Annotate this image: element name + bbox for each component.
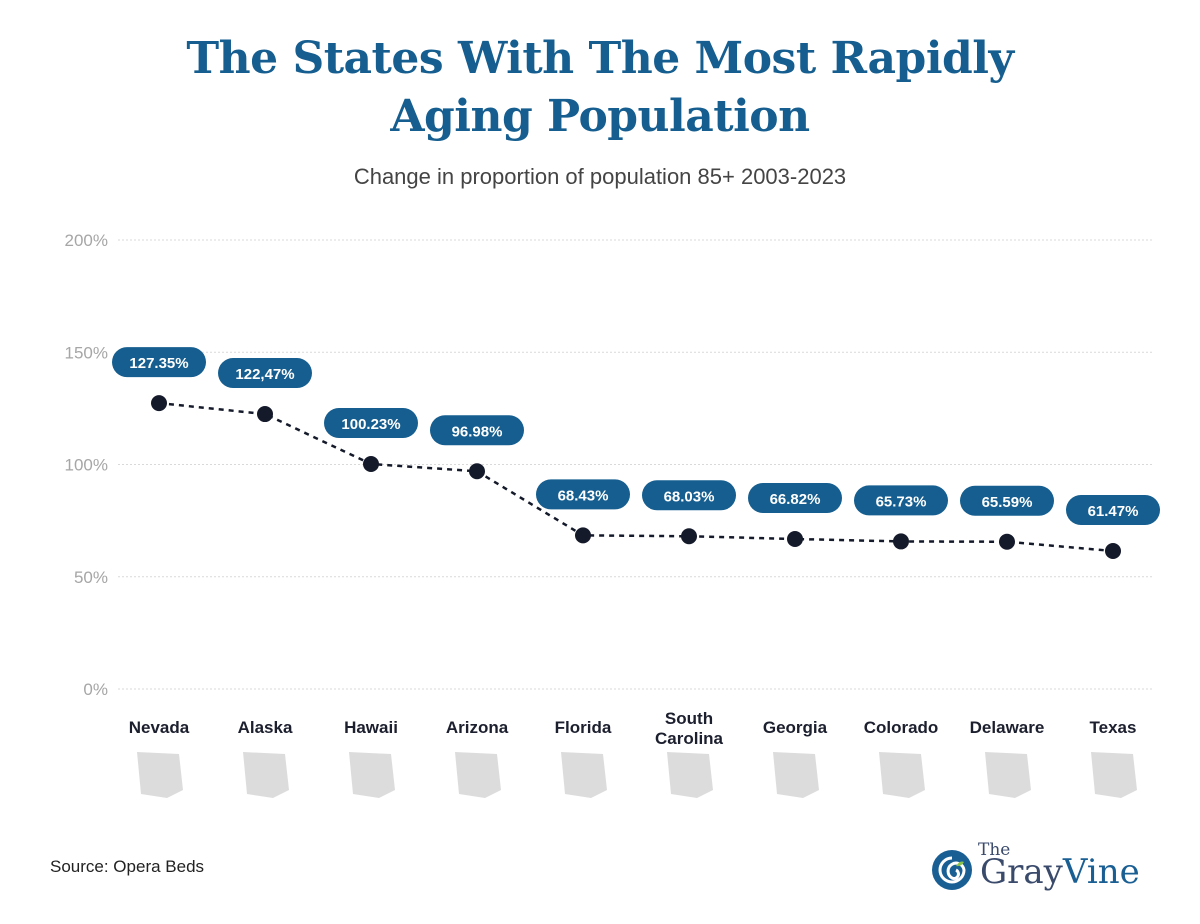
state-shape-icon <box>561 752 607 798</box>
logo-name: GrayVine <box>980 852 1140 892</box>
state-shape-icon <box>137 752 183 798</box>
data-label-bubble <box>642 480 736 511</box>
data-point <box>575 527 591 544</box>
data-label-bubble <box>748 482 842 513</box>
logo-vine-text: Vine <box>1062 852 1140 892</box>
data-label-bubble <box>430 415 524 446</box>
data-point <box>893 533 909 550</box>
state-shape-icon <box>985 752 1031 798</box>
state-shape-icon <box>773 752 819 798</box>
data-label: 122,47% <box>235 366 294 383</box>
source-note: Source: Opera Beds <box>50 857 205 876</box>
state-shape-icon <box>879 752 925 798</box>
data-label: 127.35% <box>129 355 188 372</box>
x-tick-label: Texas <box>1090 718 1137 737</box>
spiral-logo-icon <box>932 850 972 890</box>
data-label-bubble <box>112 347 206 378</box>
chart-subtitle: Change in proportion of population 85+ 2… <box>353 164 847 189</box>
y-tick-label: 150% <box>65 343 108 362</box>
y-tick-label: 0% <box>83 680 108 699</box>
series-line <box>158 401 1114 553</box>
data-point <box>999 533 1015 550</box>
state-shape-icon <box>667 752 713 798</box>
data-label: 61.47% <box>1088 503 1139 520</box>
x-tick-label: Nevada <box>129 718 190 737</box>
data-label-bubble <box>1066 494 1160 525</box>
data-point <box>469 463 485 480</box>
title-line-1: The States With The Most Rapidly <box>186 33 1014 84</box>
data-label: 65.59% <box>982 494 1033 511</box>
state-shape-icon <box>243 752 289 798</box>
title-line-2: Aging Population <box>390 91 810 142</box>
chart-title: The States With The Most Rapidly Aging P… <box>0 30 1200 146</box>
data-label: 65.73% <box>876 493 927 510</box>
data-point <box>681 528 697 545</box>
state-shape-icon <box>455 752 501 798</box>
data-point <box>363 455 379 472</box>
data-label: 66.82% <box>770 491 821 508</box>
data-label: 68.03% <box>664 488 715 505</box>
data-label-bubble <box>960 485 1054 516</box>
y-tick-label: 50% <box>74 568 108 587</box>
state-shape-icon <box>349 752 395 798</box>
data-label: 100.23% <box>341 416 400 433</box>
x-tick-label: Florida <box>555 718 612 737</box>
data-label-bubble <box>854 485 948 516</box>
x-tick-label: Carolina <box>655 729 724 748</box>
x-tick-label: Delaware <box>970 718 1045 737</box>
data-label-bubble <box>218 358 312 389</box>
x-tick-label: Hawaii <box>344 718 398 737</box>
data-point <box>257 406 273 423</box>
x-tick-label: Alaska <box>238 718 293 737</box>
logo-the-text: The <box>978 840 1011 860</box>
data-point <box>1105 542 1121 559</box>
x-tick-label: Colorado <box>864 718 939 737</box>
x-tick-label: Arizona <box>446 718 509 737</box>
logo-gray-text: Gray <box>980 852 1063 892</box>
data-label: 68.43% <box>558 487 609 504</box>
data-point <box>151 395 167 412</box>
x-tick-label: Georgia <box>763 718 828 737</box>
data-point <box>787 530 803 547</box>
y-tick-label: 100% <box>65 456 108 475</box>
data-label: 96.98% <box>452 423 503 440</box>
y-tick-label: 200% <box>65 231 108 250</box>
state-shape-icon <box>1091 752 1137 798</box>
gray-vine-logo: The GrayVine <box>930 838 1160 898</box>
data-label-bubble <box>324 407 418 438</box>
x-tick-label: South <box>665 709 713 728</box>
data-label-bubble <box>536 479 630 510</box>
